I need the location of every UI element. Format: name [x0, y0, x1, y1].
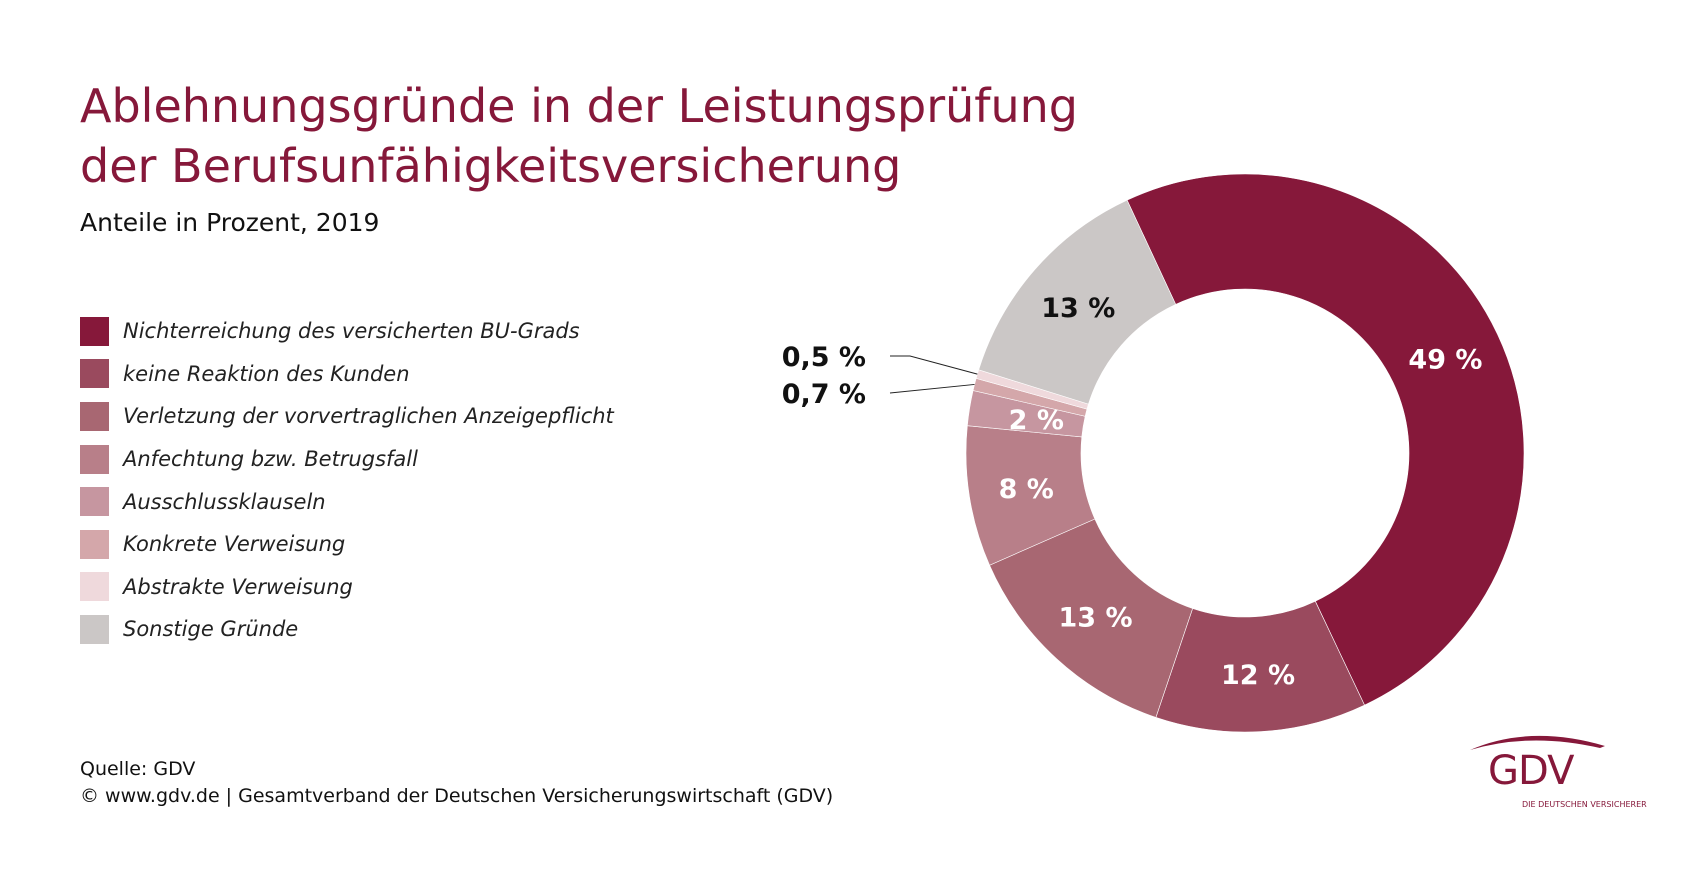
legend-item: Abstrakte Verweisung: [80, 566, 614, 609]
legend-item: Sonstige Gründe: [80, 608, 614, 651]
legend-label: Konkrete Verweisung: [123, 532, 346, 557]
legend-label: Anfechtung bzw. Betrugsfall: [123, 447, 418, 472]
legend-item: Nichterreichung des versicherten BU-Grad…: [80, 310, 614, 353]
legend-label: Ausschlussklauseln: [123, 489, 326, 514]
legend-swatch: [80, 316, 109, 346]
legend-item: Ausschlussklauseln: [80, 480, 614, 523]
slice-label: 49 %: [1408, 345, 1482, 376]
slice-label: 12 %: [1221, 660, 1295, 691]
legend: Nichterreichung des versicherten BU-Grad…: [80, 310, 614, 651]
page-title: Ablehnungsgründe in der Leistungsprüfung…: [80, 76, 1078, 196]
legend-label: Abstrakte Verweisung: [123, 574, 353, 599]
legend-swatch: [80, 572, 109, 602]
legend-item: Anfechtung bzw. Betrugsfall: [80, 438, 614, 481]
legend-item: Konkrete Verweisung: [80, 523, 614, 566]
gdv-logo: GDV DIE DEUTSCHEN VERSICHERER: [1460, 730, 1650, 810]
legend-swatch: [80, 444, 109, 474]
donut-slice: [978, 199, 1177, 405]
slice-label: 2 %: [1009, 405, 1064, 436]
logo-tagline: DIE DEUTSCHEN VERSICHERER: [1522, 800, 1647, 809]
slice-label: 8 %: [999, 474, 1054, 505]
title-line-2: der Berufsunfähigkeitsversicherung: [80, 139, 902, 193]
source-note: Quelle: GDV: [80, 758, 196, 780]
legend-item: keine Reaktion des Kunden: [80, 353, 614, 396]
title-line-1: Ablehnungsgründe in der Leistungsprüfung: [80, 79, 1079, 133]
leader-line: [890, 355, 978, 375]
slice-label: 0,5 %: [782, 342, 866, 373]
slice-label: 13 %: [1041, 293, 1115, 324]
legend-swatch: [80, 487, 109, 517]
legend-label: Sonstige Gründe: [123, 617, 299, 642]
leader-line: [889, 383, 975, 394]
slice-label: 13 %: [1058, 602, 1132, 633]
copyright-note: © www.gdv.de | Gesamtverband der Deutsch…: [80, 785, 834, 807]
legend-swatch: [80, 529, 109, 559]
donut-slice: [1126, 173, 1525, 706]
legend-swatch: [80, 401, 109, 431]
legend-label: keine Reaktion des Kunden: [123, 361, 410, 386]
slice-label: 0,7 %: [782, 379, 866, 410]
legend-item: Verletzung der vorvertraglichen Anzeigep…: [80, 395, 614, 438]
legend-swatch: [80, 614, 109, 644]
legend-swatch: [80, 359, 109, 389]
logo-arc-icon: [1470, 735, 1605, 750]
logo-text: GDV: [1488, 748, 1574, 794]
legend-label: Verletzung der vorvertraglichen Anzeigep…: [123, 404, 614, 429]
subtitle: Anteile in Prozent, 2019: [80, 208, 380, 237]
legend-label: Nichterreichung des versicherten BU-Grad…: [123, 319, 580, 344]
